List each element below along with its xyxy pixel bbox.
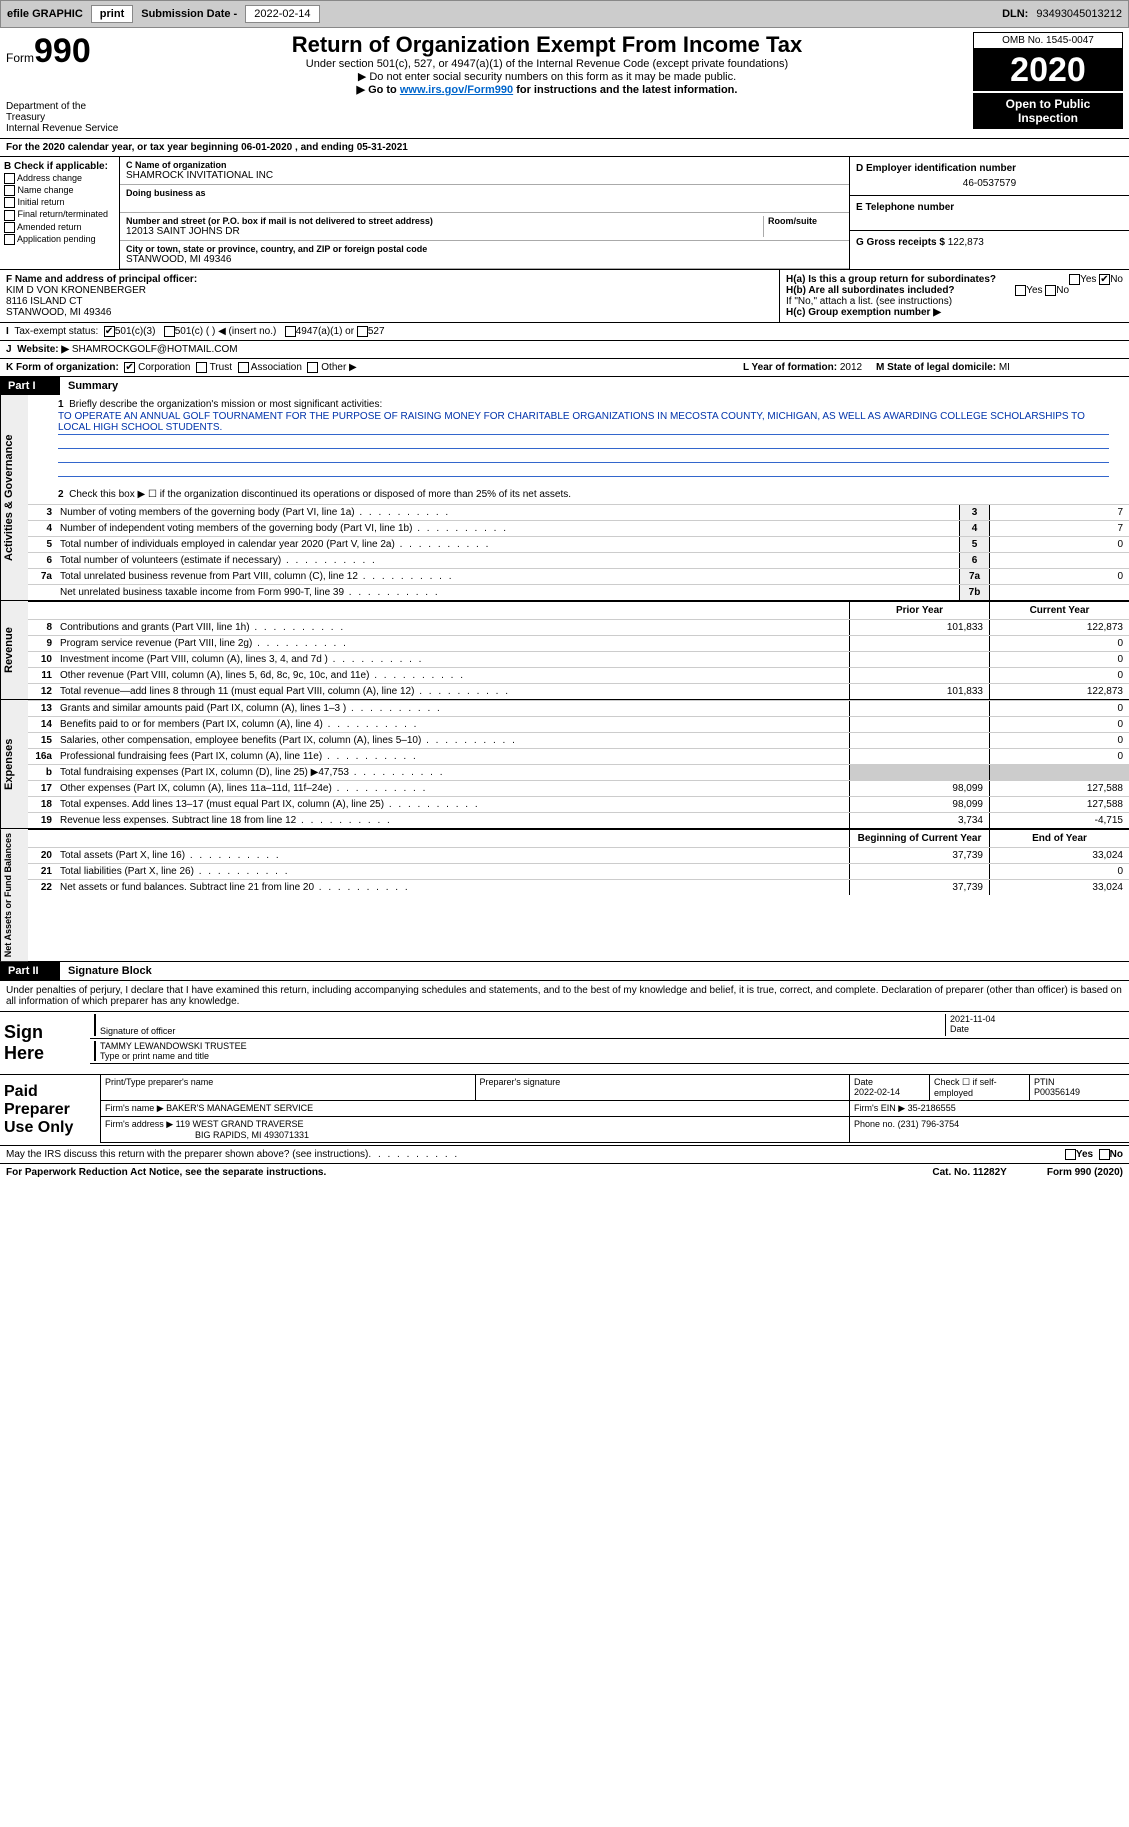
ein-cell: D Employer identification number 46-0537…	[850, 157, 1129, 196]
financial-row: 14 Benefits paid to or for members (Part…	[28, 716, 1129, 732]
financial-row: 16a Professional fundraising fees (Part …	[28, 748, 1129, 764]
financial-row: 8 Contributions and grants (Part VIII, l…	[28, 619, 1129, 635]
financial-row: 15 Salaries, other compensation, employe…	[28, 732, 1129, 748]
financial-row: 19 Revenue less expenses. Subtract line …	[28, 812, 1129, 828]
summary-row: 3 Number of voting members of the govern…	[28, 504, 1129, 520]
org-name-cell: C Name of organization SHAMROCK INVITATI…	[120, 157, 849, 185]
open-inspection: Open to Public Inspection	[973, 93, 1123, 129]
summary-row: Net unrelated business taxable income fr…	[28, 584, 1129, 600]
summary-row: 4 Number of independent voting members o…	[28, 520, 1129, 536]
mission-block: 1 Briefly describe the organization's mi…	[28, 395, 1129, 481]
fin-header-boy-eoy: Beginning of Current Year End of Year	[28, 829, 1129, 847]
sign-here-block: Sign Here Signature of officer 2021-11-0…	[0, 1011, 1129, 1074]
financial-row: 21 Total liabilities (Part X, line 26) 0	[28, 863, 1129, 879]
address-cell: Number and street (or P.O. box if mail i…	[120, 213, 849, 241]
financial-row: 9 Program service revenue (Part VIII, li…	[28, 635, 1129, 651]
form990-link[interactable]: www.irs.gov/Form990	[400, 84, 513, 96]
principal-officer: F Name and address of principal officer:…	[0, 270, 779, 322]
subtitle-1: Under section 501(c), 527, or 4947(a)(1)…	[129, 58, 965, 70]
submission-date-label: Submission Date -	[141, 8, 237, 20]
org-name: SHAMROCK INVITATIONAL INC	[126, 170, 843, 181]
dln-value: 93493045013212	[1036, 8, 1122, 20]
gross-receipts-cell: G Gross receipts $ 122,873	[850, 231, 1129, 254]
side-activities-governance: Activities & Governance	[0, 395, 28, 600]
tax-exempt-status: I Tax-exempt status: 501(c)(3) 501(c) ( …	[0, 322, 1129, 340]
print-button[interactable]: print	[91, 5, 133, 23]
dln-label: DLN:	[1002, 8, 1028, 20]
financial-row: 22 Net assets or fund balances. Subtract…	[28, 879, 1129, 895]
telephone-cell: E Telephone number	[850, 196, 1129, 231]
street-address: 12013 SAINT JOHNS DR	[126, 226, 763, 237]
may-irs-discuss: May the IRS discuss this return with the…	[0, 1145, 1129, 1163]
part-2-header: Part II Signature Block	[0, 961, 1129, 980]
tax-year: 2020	[973, 49, 1123, 91]
side-expenses: Expenses	[0, 700, 28, 828]
subtitle-3: ▶ Go to www.irs.gov/Form990 for instruct…	[129, 83, 965, 96]
financial-row: b Total fundraising expenses (Part IX, c…	[28, 764, 1129, 780]
paid-preparer-block: Paid Preparer Use Only Print/Type prepar…	[0, 1074, 1129, 1145]
side-net-assets: Net Assets or Fund Balances	[0, 829, 28, 961]
gross-receipts: 122,873	[948, 237, 984, 248]
top-bar: efile GRAPHIC print Submission Date - 20…	[0, 0, 1129, 28]
dept-treasury: Department of the Treasury	[6, 101, 121, 123]
city-cell: City or town, state or province, country…	[120, 241, 849, 269]
efile-label: efile GRAPHIC	[7, 8, 83, 20]
omb-number: OMB No. 1545-0047	[973, 32, 1123, 49]
financial-row: 20 Total assets (Part X, line 16) 37,739…	[28, 847, 1129, 863]
officer-name: TAMMY LEWANDOWSKI TRUSTEE	[100, 1041, 1125, 1051]
form-of-org-row: K Form of organization: Corporation Trus…	[0, 358, 1129, 376]
identification-section: B Check if applicable: Address change Na…	[0, 156, 1129, 269]
summary-row: 6 Total number of volunteers (estimate i…	[28, 552, 1129, 568]
summary-row: 7a Total unrelated business revenue from…	[28, 568, 1129, 584]
irs-label: Internal Revenue Service	[6, 123, 121, 134]
mission-text: TO OPERATE AN ANNUAL GOLF TOURNAMENT FOR…	[58, 410, 1109, 435]
ein-value: 46-0537579	[856, 178, 1123, 189]
side-revenue: Revenue	[0, 601, 28, 699]
submission-date: 2022-02-14	[245, 5, 319, 23]
subtitle-2: ▶ Do not enter social security numbers o…	[129, 70, 965, 83]
fin-header-prior-current: Prior Year Current Year	[28, 601, 1129, 619]
form-number: Form990	[6, 32, 121, 71]
line-a-tax-year: For the 2020 calendar year, or tax year …	[0, 138, 1129, 156]
website-row: J Website: ▶ SHAMROCKGOLF@HOTMAIL.COM	[0, 340, 1129, 358]
financial-row: 12 Total revenue—add lines 8 through 11 …	[28, 683, 1129, 699]
financial-row: 18 Total expenses. Add lines 13–17 (must…	[28, 796, 1129, 812]
financial-row: 11 Other revenue (Part VIII, column (A),…	[28, 667, 1129, 683]
penalty-statement: Under penalties of perjury, I declare th…	[0, 980, 1129, 1011]
part-1-header: Part I Summary	[0, 376, 1129, 395]
col-b-checkboxes: B Check if applicable: Address change Na…	[0, 157, 120, 269]
form-title: Return of Organization Exempt From Incom…	[129, 32, 965, 58]
summary-row: 5 Total number of individuals employed i…	[28, 536, 1129, 552]
page-footer: For Paperwork Reduction Act Notice, see …	[0, 1163, 1129, 1181]
financial-row: 10 Investment income (Part VIII, column …	[28, 651, 1129, 667]
financial-row: 17 Other expenses (Part IX, column (A), …	[28, 780, 1129, 796]
form-header: Form990 Department of the Treasury Inter…	[0, 28, 1129, 138]
officer-group-row: F Name and address of principal officer:…	[0, 269, 1129, 322]
website-value: SHAMROCKGOLF@HOTMAIL.COM	[72, 344, 238, 355]
city-state-zip: STANWOOD, MI 49346	[126, 254, 843, 265]
financial-row: 13 Grants and similar amounts paid (Part…	[28, 700, 1129, 716]
dba-cell: Doing business as	[120, 185, 849, 213]
group-return: H(a) Is this a group return for subordin…	[779, 270, 1129, 322]
